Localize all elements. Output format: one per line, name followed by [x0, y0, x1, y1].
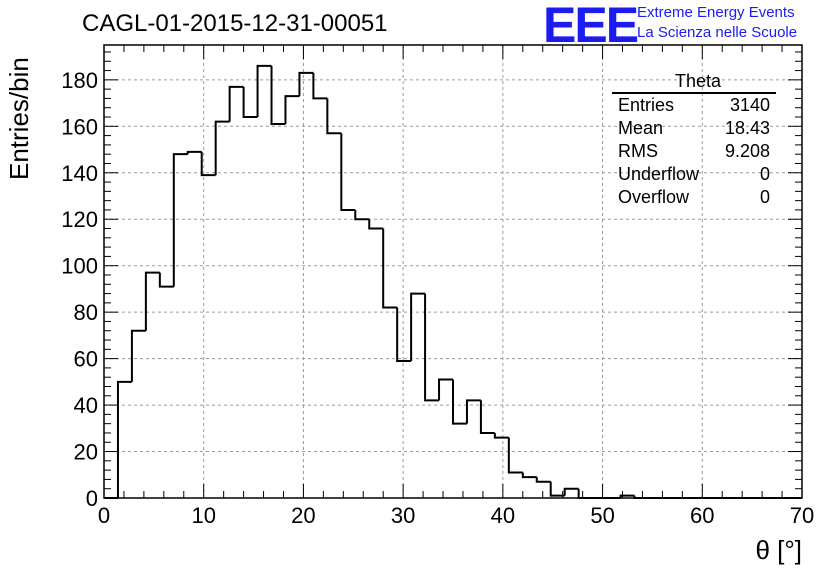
plot-frame	[103, 44, 803, 499]
histogram-bin	[549, 481, 565, 497]
histogram-bin	[424, 293, 440, 402]
y-axis-label: Entries/bin	[4, 57, 34, 180]
stats-row-underflow: Underflow 0	[612, 163, 776, 186]
histogram-bin	[507, 437, 523, 474]
stats-value: 3140	[729, 95, 770, 115]
chart-title: CAGL-01-2015-12-31-00051	[82, 10, 388, 37]
histogram-bin	[144, 271, 160, 331]
eee-logo: EEE	[543, 0, 639, 53]
stats-value: 0	[759, 187, 770, 207]
x-tick-label: 0	[98, 503, 110, 528]
histogram-bin	[438, 378, 453, 401]
histogram-bin	[130, 329, 146, 382]
histogram-bin	[465, 399, 481, 424]
stats-label: RMS	[618, 141, 658, 161]
x-axis-label: θ [°]	[755, 535, 802, 565]
y-tick-label: 80	[74, 300, 98, 325]
histogram-bin	[563, 487, 579, 496]
histogram-bin	[340, 133, 356, 211]
stats-title: Theta	[612, 70, 776, 94]
y-tick-label: 160	[61, 114, 98, 139]
stats-row-rms: RMS 9.208	[612, 140, 776, 163]
histogram-bin	[368, 219, 384, 230]
histogram-bin	[410, 292, 426, 361]
histogram-bin	[521, 472, 537, 479]
x-tick-label: 70	[790, 503, 814, 528]
y-tick-label: 180	[61, 68, 98, 93]
histogram-bin	[577, 488, 593, 499]
histogram-bin	[172, 153, 188, 287]
stats-value: 18.43	[724, 118, 770, 138]
histogram-bin	[214, 120, 230, 176]
y-tick-label: 100	[61, 254, 98, 279]
histogram-bin	[535, 477, 551, 483]
stats-label: Entries	[618, 95, 675, 115]
x-tick-label: 10	[191, 503, 215, 528]
histogram-bin	[242, 86, 258, 119]
histogram-bin	[116, 380, 132, 498]
histogram-bin	[298, 71, 314, 97]
histogram-bin	[396, 307, 412, 362]
histogram-bin	[158, 272, 174, 288]
stats-box: Theta Entries 3140 Mean 18.43 RMS 9.208 …	[612, 70, 776, 209]
y-tick-label: 40	[74, 393, 98, 418]
stats-label: Mean	[618, 118, 664, 138]
histogram-bin	[493, 432, 509, 439]
histogram-bin	[312, 72, 328, 100]
stats-row-overflow: Overflow 0	[612, 186, 776, 209]
stats-value: 9.208	[724, 141, 770, 161]
stats-label: Underflow	[618, 164, 700, 184]
histogram-bin	[200, 151, 216, 177]
histogram-bin	[619, 494, 635, 498]
histogram-bin	[354, 209, 370, 221]
stats-row-entries: Entries 3140	[612, 94, 776, 117]
x-tick-label: 60	[690, 503, 714, 528]
y-tick-label: 0	[86, 486, 98, 511]
logo-caption-line2: La Scienza nelle Scuole	[637, 24, 798, 41]
y-tick-label: 120	[61, 207, 98, 232]
histogram-bin	[186, 150, 202, 155]
x-tick-label: 30	[391, 503, 415, 528]
stats-value: 0	[759, 164, 770, 184]
stats-row-mean: Mean 18.43	[612, 117, 776, 140]
logo-caption: Extreme Energy Events La Scienza nelle S…	[637, 3, 797, 43]
logo-caption-line1: Extreme Energy Events	[637, 4, 795, 21]
histogram-bars	[104, 64, 802, 499]
x-tick-label: 40	[491, 503, 515, 528]
axes	[103, 44, 803, 499]
y-tick-label: 20	[74, 440, 98, 465]
histogram-bin	[228, 85, 244, 122]
y-tick-label: 140	[61, 161, 98, 186]
histogram-bin	[382, 228, 398, 309]
stats-label: Overflow	[618, 187, 690, 207]
histogram-bin	[452, 379, 467, 425]
tick-labels: 0 10 20 30 40 50 60 70 0 20 40 60 80 100 120 140 160 180	[61, 68, 814, 528]
x-tick-label: 20	[291, 503, 315, 528]
x-tick-label: 50	[590, 503, 614, 528]
histogram-bin	[256, 64, 272, 118]
histogram-bin	[284, 95, 300, 124]
y-tick-label: 60	[74, 347, 98, 372]
histogram-bin	[326, 98, 342, 135]
histogram-bin	[479, 400, 495, 434]
histogram-bin	[270, 65, 286, 125]
